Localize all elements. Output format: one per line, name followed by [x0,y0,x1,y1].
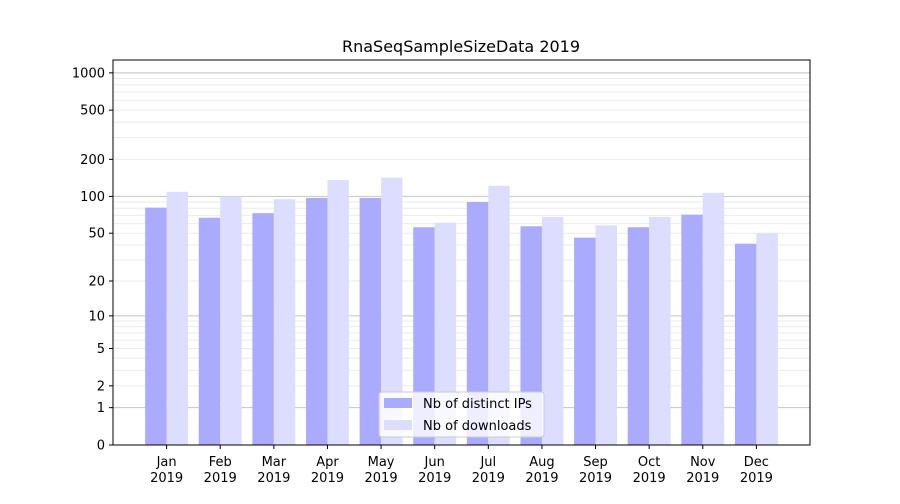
bar-downloads [702,192,725,445]
bars [145,177,778,446]
bar-downloads [273,199,296,445]
y-axis: 0 1 2 5 10 20 50 100 200 500 1000 [72,66,113,454]
legend-label-ips: Nb of distinct IPs [423,397,532,412]
x-tick-label: Feb 2019 [204,455,237,486]
bar-distinct-ips [681,214,703,445]
x-tick-label: Jan 2019 [150,455,183,486]
legend-box [378,391,545,438]
bar-downloads [166,191,189,445]
bar-distinct-ips [306,198,328,445]
y-tick-label: 20 [88,275,105,290]
x-tick-label: Nov 2019 [686,455,719,486]
bar-distinct-ips [627,227,650,445]
y-tick-label: 2 [97,379,105,394]
bar-downloads [488,185,510,446]
x-tick-label: Aug 2019 [525,455,558,486]
bar-downloads [327,179,349,445]
x-tick-label: Dec 2019 [740,455,773,486]
y-tick-label: 1000 [72,66,105,81]
bar-downloads [434,222,457,445]
legend: Nb of distinct IPs Nb of downloads [378,391,545,438]
y-tick-label: 5 [97,342,105,357]
bar-downloads [220,196,242,445]
x-tick-label: Oct 2019 [633,455,666,486]
y-tick-label: 10 [88,309,105,324]
x-tick-label: Mar 2019 [257,455,290,486]
y-tick-label: 200 [80,153,105,168]
bar-distinct-ips [734,243,757,445]
bar-downloads [649,216,671,445]
bar-downloads [595,225,617,445]
y-tick-label: 50 [88,227,105,242]
y-tick-label: 500 [80,104,105,119]
bar-distinct-ips [359,198,382,445]
y-tick-label: 1 [97,401,105,416]
legend-swatch-ips [384,398,412,408]
y-tick-label: 0 [97,439,105,454]
axes-frame [112,59,811,446]
x-tick-label: Jul 2019 [472,455,505,486]
y-tick-label: 100 [80,190,105,205]
bar-distinct-ips [520,226,542,445]
bar-distinct-ips [145,207,167,445]
bar-distinct-ips [466,202,489,445]
chart-title: RnaSeqSampleSizeData 2019 [342,37,580,56]
bar-distinct-ips [574,237,596,445]
x-tick-label: Sep 2019 [579,455,612,486]
legend-swatch-downloads [384,420,412,430]
legend-label-downloads: Nb of downloads [423,419,532,434]
x-axis: Jan 2019 Feb 2019 Mar 2019 Apr 2019 May 2019 Jun 20… [150,445,773,486]
bar-distinct-ips [252,213,274,445]
bar-downloads [541,216,564,445]
bar-downloads [381,177,403,445]
x-tick-label: May 2019 [365,455,398,486]
x-tick-label: Apr 2019 [311,455,344,486]
bar-distinct-ips [413,227,435,445]
x-tick-label: Jun 2019 [418,455,451,486]
bar-distinct-ips [198,217,221,445]
bar-downloads [756,233,778,445]
